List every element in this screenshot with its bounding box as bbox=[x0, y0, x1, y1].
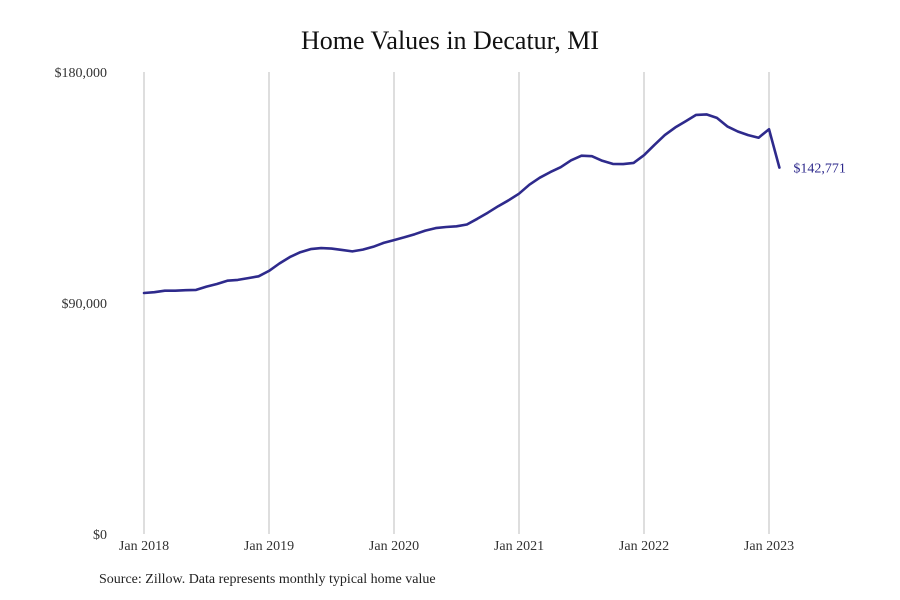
x-tick-label: Jan 2021 bbox=[494, 539, 544, 554]
y-tick-label: $90,000 bbox=[62, 297, 108, 312]
end-label-group: $142,771 bbox=[793, 162, 846, 177]
x-tick-label: Jan 2023 bbox=[744, 539, 794, 554]
grid-lines bbox=[143, 72, 770, 534]
x-axis-ticks: Jan 2018 Jan 2019 Jan 2020 Jan 2021 Jan 2022… bbox=[119, 539, 794, 554]
y-tick-label: $0 bbox=[93, 528, 107, 543]
x-tick-label: Jan 2018 bbox=[119, 539, 169, 554]
end-value-label: $142,771 bbox=[793, 162, 846, 177]
x-tick-label: Jan 2019 bbox=[244, 539, 294, 554]
series-group bbox=[142, 113, 781, 295]
series-line-0 bbox=[142, 113, 781, 295]
x-tick-label: Jan 2022 bbox=[619, 539, 669, 554]
chart-title: Home Values in Decatur, MI bbox=[300, 26, 600, 55]
x-tick-label: Jan 2020 bbox=[369, 539, 419, 554]
source-note: Source: Zillow. Data represents monthly … bbox=[99, 572, 436, 587]
y-tick-label: $180,000 bbox=[55, 66, 108, 81]
y-axis-ticks: $0 $90,000 $180,000 bbox=[55, 66, 108, 543]
